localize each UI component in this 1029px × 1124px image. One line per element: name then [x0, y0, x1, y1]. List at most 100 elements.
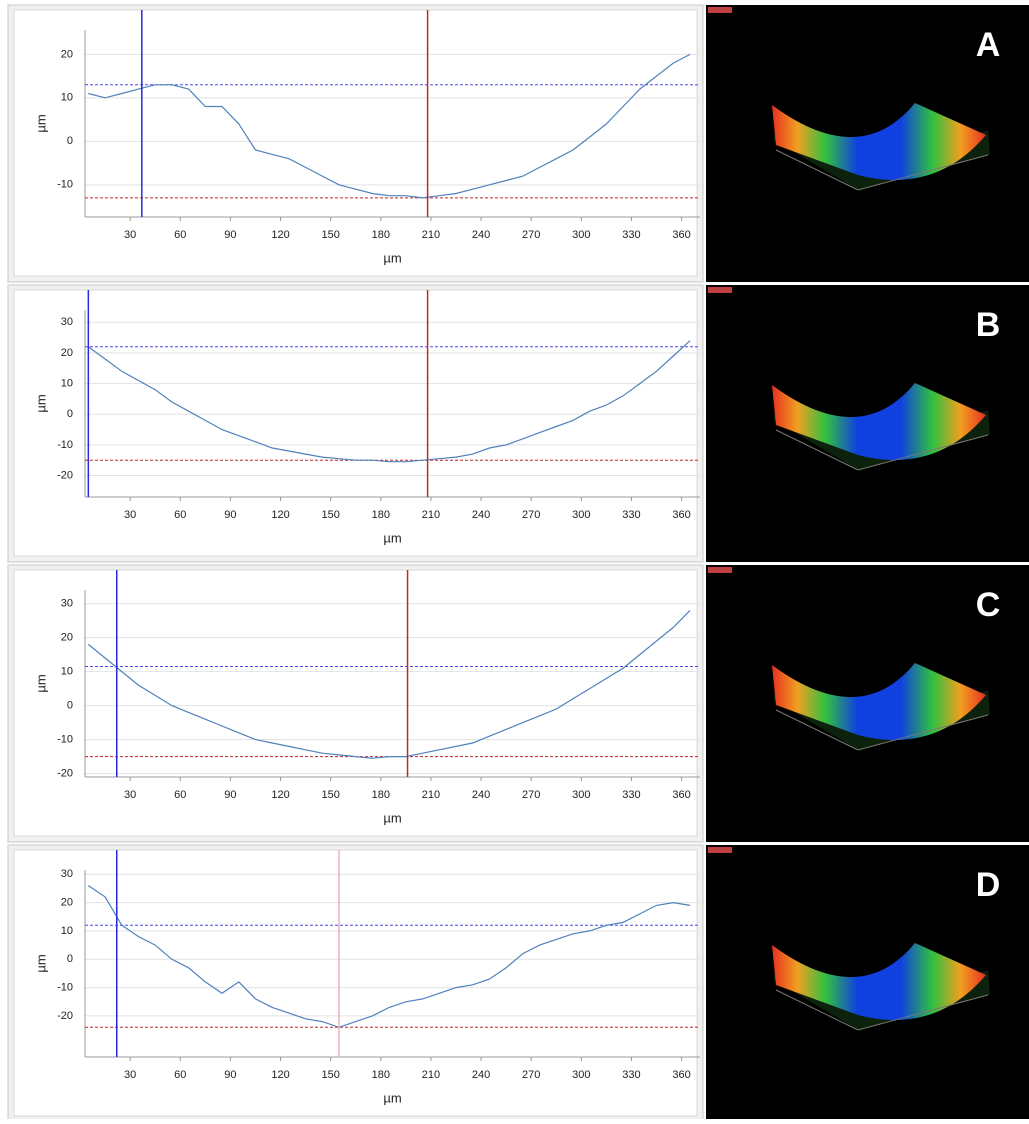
- x-tick-label: 150: [321, 509, 339, 521]
- x-tick-label: 330: [622, 789, 640, 801]
- x-tick-label: 150: [321, 1069, 339, 1081]
- profile-line: [87, 609, 691, 759]
- x-tick-label: 300: [572, 509, 590, 521]
- x-tick-label: 60: [174, 789, 186, 801]
- y-tick-label: 20: [61, 347, 73, 359]
- profile-line: [88, 53, 691, 199]
- x-tick-label: 210: [422, 229, 440, 241]
- x-tick-label: 240: [472, 509, 490, 521]
- x-tick-label: 90: [224, 1069, 236, 1081]
- y-tick-label: -20: [57, 469, 73, 481]
- x-axis-label: µm: [383, 810, 401, 825]
- x-tick-label: 30: [124, 789, 136, 801]
- x-axis-label: µm: [383, 250, 401, 265]
- y-tick-label: -10: [57, 981, 73, 993]
- x-tick-label: 210: [422, 789, 440, 801]
- x-tick-label: 60: [174, 229, 186, 241]
- x-tick-label: 30: [124, 509, 136, 521]
- y-tick-label: 0: [67, 408, 73, 420]
- x-tick-label: 120: [271, 509, 289, 521]
- y-tick-label: 20: [61, 896, 73, 908]
- profile-line: [87, 885, 691, 1028]
- surface-legend: [708, 567, 732, 573]
- x-tick-label: 120: [271, 1069, 289, 1081]
- x-tick-label: 360: [672, 1069, 690, 1081]
- x-tick-label: 360: [672, 229, 690, 241]
- y-tick-label: 30: [61, 316, 73, 328]
- x-tick-label: 60: [174, 1069, 186, 1081]
- surface-legend: [708, 287, 732, 293]
- surface-axis: [775, 149, 859, 191]
- x-tick-label: 210: [422, 1069, 440, 1081]
- x-tick-label: 300: [572, 1069, 590, 1081]
- x-tick-label: 360: [672, 509, 690, 521]
- plot-area: [13, 569, 698, 837]
- surface-axis: [775, 989, 859, 1031]
- x-tick-label: 30: [124, 229, 136, 241]
- surface-axis: [775, 429, 859, 471]
- surface-axis: [857, 714, 989, 751]
- profile-line: [87, 340, 691, 463]
- panel-label: B: [976, 306, 1001, 344]
- surface-3d: [772, 663, 986, 740]
- y-tick-label: -10: [57, 439, 73, 451]
- x-axis-label: µm: [383, 530, 401, 545]
- x-tick-label: 210: [422, 509, 440, 521]
- x-tick-label: 30: [124, 1069, 136, 1081]
- plot-area: [13, 849, 698, 1117]
- x-tick-label: 240: [472, 1069, 490, 1081]
- x-tick-label: 330: [622, 229, 640, 241]
- x-tick-label: 270: [522, 1069, 540, 1081]
- x-tick-label: 180: [372, 789, 390, 801]
- x-tick-label: 270: [522, 509, 540, 521]
- y-tick-label: 0: [67, 135, 73, 147]
- y-tick-label: -10: [57, 734, 73, 746]
- y-axis-label: µm: [33, 954, 48, 972]
- surface-axis: [857, 154, 989, 191]
- x-tick-label: 150: [321, 789, 339, 801]
- x-tick-label: 330: [622, 1069, 640, 1081]
- y-axis-label: µm: [33, 674, 48, 692]
- x-tick-label: 300: [572, 789, 590, 801]
- x-tick-label: 150: [321, 229, 339, 241]
- surface-legend: [708, 847, 732, 853]
- x-tick-label: 90: [224, 789, 236, 801]
- y-tick-label: 20: [61, 48, 73, 60]
- y-tick-label: 0: [67, 953, 73, 965]
- surface-axis: [857, 994, 989, 1031]
- y-tick-label: 0: [67, 700, 73, 712]
- y-tick-label: 10: [61, 666, 73, 678]
- y-tick-label: -20: [57, 1010, 73, 1022]
- panel-label: D: [976, 866, 1001, 904]
- y-tick-label: 30: [61, 868, 73, 880]
- x-tick-label: 270: [522, 229, 540, 241]
- surface-legend: [708, 7, 732, 13]
- y-tick-label: 10: [61, 925, 73, 937]
- y-axis-label: µm: [33, 394, 48, 412]
- plot-area: [13, 9, 698, 277]
- x-axis-label: µm: [383, 1090, 401, 1105]
- x-tick-label: 120: [271, 229, 289, 241]
- surface-axis: [775, 709, 859, 751]
- y-tick-label: -10: [57, 179, 73, 191]
- x-tick-label: 180: [372, 1069, 390, 1081]
- x-tick-label: 300: [572, 229, 590, 241]
- surface-axis: [857, 434, 989, 471]
- x-tick-label: 180: [372, 509, 390, 521]
- y-tick-label: 20: [61, 632, 73, 644]
- surface-3d: [772, 103, 986, 180]
- y-tick-label: 10: [61, 92, 73, 104]
- plot-area: [13, 289, 698, 557]
- x-tick-label: 90: [224, 229, 236, 241]
- x-tick-label: 60: [174, 509, 186, 521]
- surface-3d: [772, 383, 986, 460]
- x-tick-label: 180: [372, 229, 390, 241]
- x-tick-label: 270: [522, 789, 540, 801]
- x-tick-label: 120: [271, 789, 289, 801]
- x-tick-label: 240: [472, 229, 490, 241]
- x-tick-label: 360: [672, 789, 690, 801]
- x-tick-label: 330: [622, 509, 640, 521]
- x-tick-label: 240: [472, 789, 490, 801]
- y-tick-label: -20: [57, 768, 73, 780]
